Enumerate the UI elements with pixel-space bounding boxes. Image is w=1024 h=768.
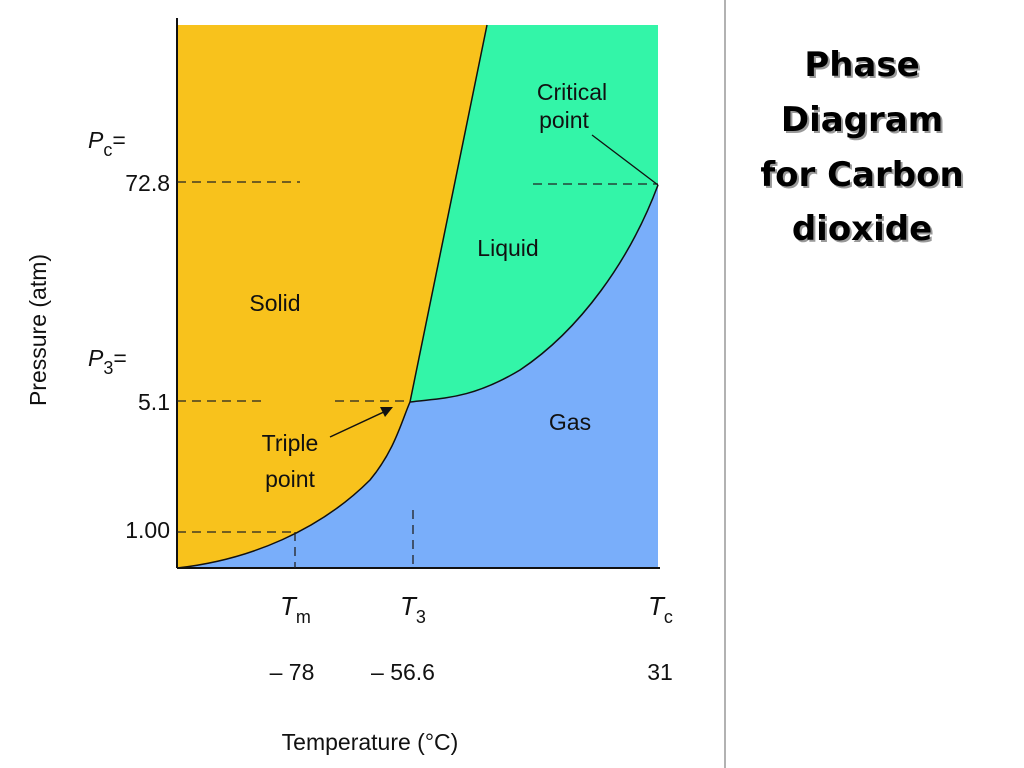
guide-lines <box>177 181 658 568</box>
label: Triple <box>262 430 319 456</box>
region-label: Liquid <box>477 235 538 261</box>
temperature-value: 31 <box>647 659 673 685</box>
title-shadow: Diagram <box>783 102 945 142</box>
pressure-symbol: Pc= <box>88 127 126 160</box>
title-line: Phase <box>804 45 919 85</box>
phase-diagram: Critical point Triple point Solid Liquid… <box>25 18 673 755</box>
pressure-value: 72.8 <box>125 170 170 196</box>
pressure-symbol: P3= <box>88 345 127 378</box>
phase-boundaries <box>176 24 659 569</box>
pressure-value: 1.00 <box>125 517 170 543</box>
triple-point-arrow <box>329 410 387 438</box>
region-label: Gas <box>549 409 591 435</box>
region-label: Solid <box>249 290 300 316</box>
title-line: for Carbon <box>760 155 963 195</box>
title-shadow: Phase <box>806 47 921 87</box>
label: point <box>539 107 589 133</box>
temperature-symbol: T3 <box>400 591 426 627</box>
temperature-value: – 78 <box>270 659 315 685</box>
title-line: Diagram <box>781 100 943 140</box>
label: Critical <box>537 79 607 105</box>
temperature-symbol: Tc <box>648 591 673 627</box>
temperature-symbol: Tm <box>280 591 311 627</box>
x-axis-title: Temperature (°C) <box>282 729 459 755</box>
y-axis-title: Pressure (atm) <box>25 254 51 406</box>
title-shadow: dioxide <box>794 211 934 251</box>
pressure-value: 5.1 <box>138 389 170 415</box>
gas-region <box>177 185 658 568</box>
title-shadow: for Carbon <box>762 157 965 197</box>
temperature-value: – 56.6 <box>371 659 435 685</box>
label: point <box>265 466 315 492</box>
arrow-head <box>380 407 393 417</box>
critical-point-leader <box>591 134 659 186</box>
slide-title: Phase Phase Diagram Diagram for Carbon f… <box>760 45 965 251</box>
title-line: dioxide <box>792 209 932 249</box>
solid-region <box>177 25 487 568</box>
